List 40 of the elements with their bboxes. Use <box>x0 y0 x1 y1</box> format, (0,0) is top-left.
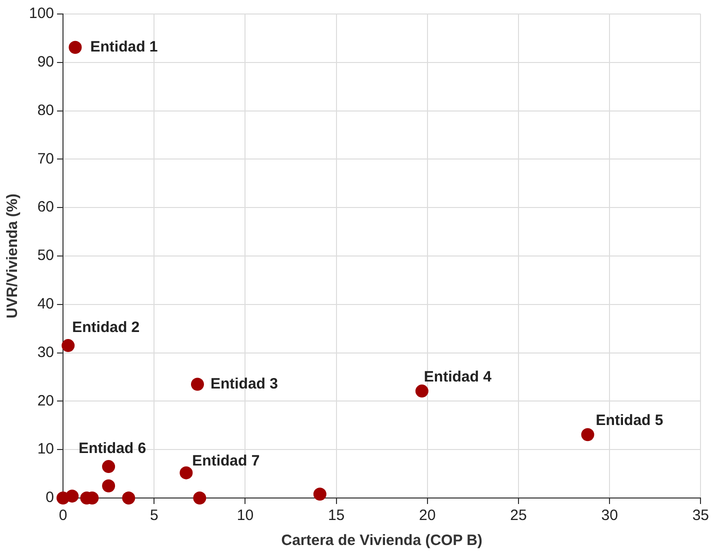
y-axis-title: UVR/Vivienda (%) <box>4 194 22 318</box>
y-tick-label: 30 <box>37 344 54 361</box>
y-tick-label: 40 <box>37 296 54 313</box>
y-tick-label: 100 <box>28 5 54 22</box>
point <box>415 384 428 398</box>
point <box>102 479 116 492</box>
annotation: Entidad 4 <box>424 368 492 386</box>
x-tick-label: 25 <box>510 507 527 524</box>
y-tick-label: 90 <box>37 54 54 71</box>
point <box>581 428 594 442</box>
point <box>193 492 206 504</box>
x-tick-label: 10 <box>236 507 254 524</box>
x-tick-label: 35 <box>692 507 709 524</box>
annotation: Entidad 5 <box>596 412 664 430</box>
annotation: Entidad 3 <box>210 375 278 392</box>
x-tick-label: 5 <box>150 507 158 524</box>
y-tick-label: 50 <box>37 247 54 264</box>
annotation: Entidad 6 <box>78 440 146 458</box>
annotation: Entidad 7 <box>192 452 260 470</box>
y-tick-label: 80 <box>37 102 54 119</box>
point <box>180 466 193 480</box>
point <box>68 40 82 54</box>
y-tick-label: 0 <box>46 489 54 506</box>
x-tick-label: 20 <box>419 507 436 524</box>
x-tick-label: 15 <box>328 507 345 524</box>
x-tick-label: 0 <box>58 507 68 524</box>
point <box>62 339 75 352</box>
annotation: Entidad 1 <box>90 38 158 56</box>
point <box>66 490 79 503</box>
point <box>313 488 326 501</box>
point <box>190 378 204 391</box>
point <box>102 460 116 474</box>
y-tick-label: 20 <box>37 392 54 410</box>
annotation: Entidad 2 <box>72 319 140 336</box>
x-axis-title: Cartera de Vivienda (COP B) <box>281 532 482 550</box>
y-tick-label: 70 <box>37 150 54 168</box>
y-tick-label: 10 <box>37 440 54 458</box>
point <box>122 492 136 504</box>
y-tick-label: 60 <box>37 198 54 216</box>
x-tick-label: 30 <box>601 507 618 524</box>
